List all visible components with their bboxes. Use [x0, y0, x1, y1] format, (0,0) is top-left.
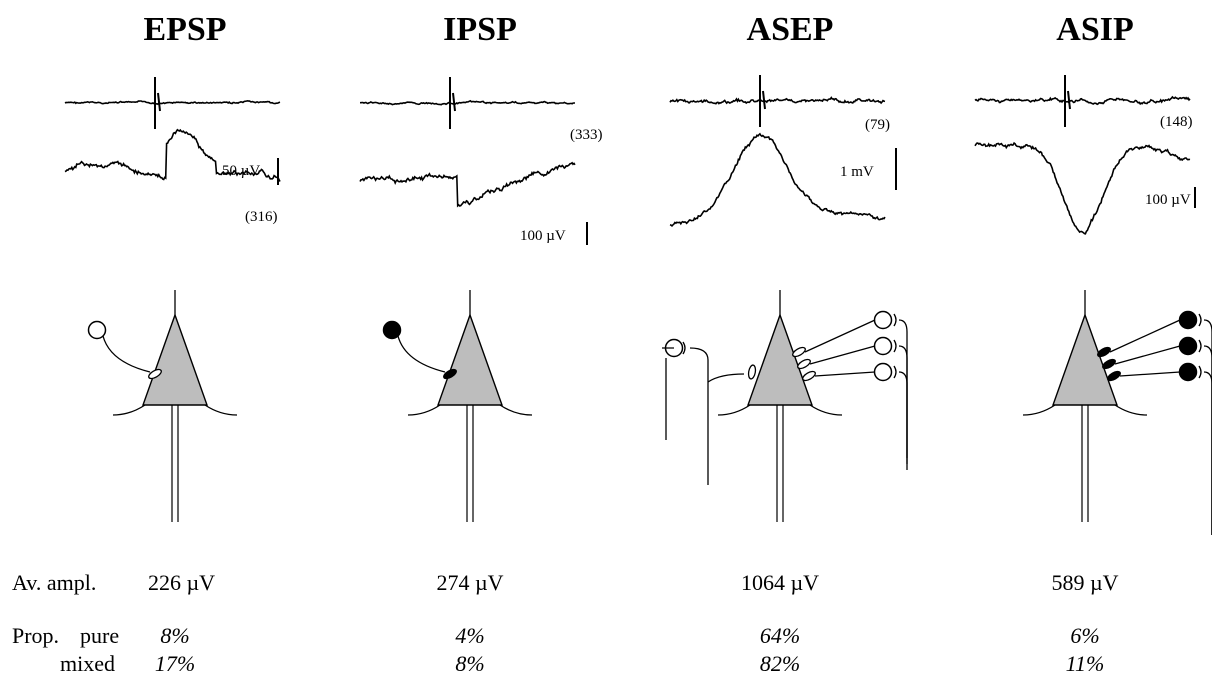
bouton [894, 314, 896, 326]
amplitude-value: 226 µV [148, 570, 215, 595]
bouton [894, 366, 896, 378]
bouton [894, 340, 896, 352]
panel-title: EPSP [143, 11, 226, 48]
presynaptic-cell [384, 322, 401, 339]
mixed-value: 8% [455, 651, 484, 676]
axon-line [690, 348, 708, 485]
panel-title: IPSP [443, 11, 517, 48]
synapse [796, 358, 811, 371]
axon [1082, 405, 1088, 522]
synapse [1101, 358, 1116, 371]
presynaptic-cell [1180, 312, 1197, 329]
trial-count: (148) [1160, 114, 1193, 130]
amplitude-value: 589 µV [1051, 570, 1118, 595]
axon-line [1204, 346, 1212, 535]
axon-line [899, 320, 907, 470]
stimulus-trace [65, 101, 280, 104]
stimulus-artifact [155, 77, 160, 129]
scale-label: 50 µV [222, 163, 260, 179]
pure-value: 64% [760, 623, 800, 648]
synapse [1096, 346, 1111, 359]
trial-count: (79) [865, 117, 890, 133]
axon [777, 405, 783, 522]
bouton [1199, 340, 1201, 352]
axon-line [810, 346, 875, 364]
soma [1053, 315, 1117, 405]
axon-line [1120, 372, 1180, 376]
synapse [791, 346, 806, 359]
basal-dendrites [1023, 405, 1147, 415]
axon-line [103, 336, 150, 372]
mixed-value: 17% [155, 651, 195, 676]
axon-line [1204, 372, 1212, 535]
panel-title: ASEP [747, 11, 834, 48]
mixed-value: 82% [760, 651, 800, 676]
axon-line [805, 320, 875, 352]
presynaptic-cell [1180, 364, 1197, 381]
trial-count: (333) [570, 127, 603, 143]
mixed-value: 11% [1066, 651, 1105, 676]
pure-value: 4% [455, 623, 484, 648]
presynaptic-cell [89, 322, 106, 339]
row-label: Av. ampl. [12, 570, 96, 595]
presynaptic-cell [1180, 338, 1197, 355]
axon-line [1115, 346, 1180, 364]
amplitude-value: 1064 µV [741, 570, 819, 595]
synapse [748, 365, 757, 380]
axon-line [662, 348, 674, 440]
stimulus-trace [975, 97, 1190, 104]
axon-line [708, 374, 744, 382]
bouton [1199, 314, 1201, 326]
presynaptic-cell [875, 338, 892, 355]
figure: Av. ampl. Prop. pure mixed EPSP 50 µV (316… [0, 0, 1212, 679]
synapse [801, 370, 816, 383]
axon-line [398, 336, 445, 372]
soma [143, 315, 207, 405]
basal-dendrites [113, 405, 237, 415]
axon [467, 405, 473, 522]
presynaptic-cell [875, 364, 892, 381]
axon [172, 405, 178, 522]
soma [748, 315, 812, 405]
soma [438, 315, 502, 405]
response-trace [975, 143, 1190, 234]
bouton [683, 342, 685, 354]
basal-dendrites [408, 405, 532, 415]
row-label: mixed [60, 651, 115, 676]
axon-line [899, 346, 907, 464]
axon-line [815, 372, 875, 376]
trial-count: (316) [245, 209, 278, 225]
stimulus-trace [360, 101, 575, 105]
pure-value: 8% [160, 623, 189, 648]
axon-line [1110, 320, 1180, 352]
stimulus-trace [670, 98, 885, 104]
pure-value: 6% [1070, 623, 1099, 648]
response-trace [360, 163, 575, 206]
presynaptic-cell [875, 312, 892, 329]
synapse [1106, 370, 1121, 383]
scale-label: 100 µV [1145, 192, 1191, 208]
scale-label: 1 mV [840, 164, 874, 180]
panel-title: ASIP [1056, 11, 1133, 48]
bouton [1199, 366, 1201, 378]
amplitude-value: 274 µV [436, 570, 503, 595]
basal-dendrites [718, 405, 842, 415]
scale-label: 100 µV [520, 228, 566, 244]
row-label: Prop. [12, 623, 59, 648]
row-label: pure [80, 623, 119, 648]
axon-line [899, 372, 907, 458]
